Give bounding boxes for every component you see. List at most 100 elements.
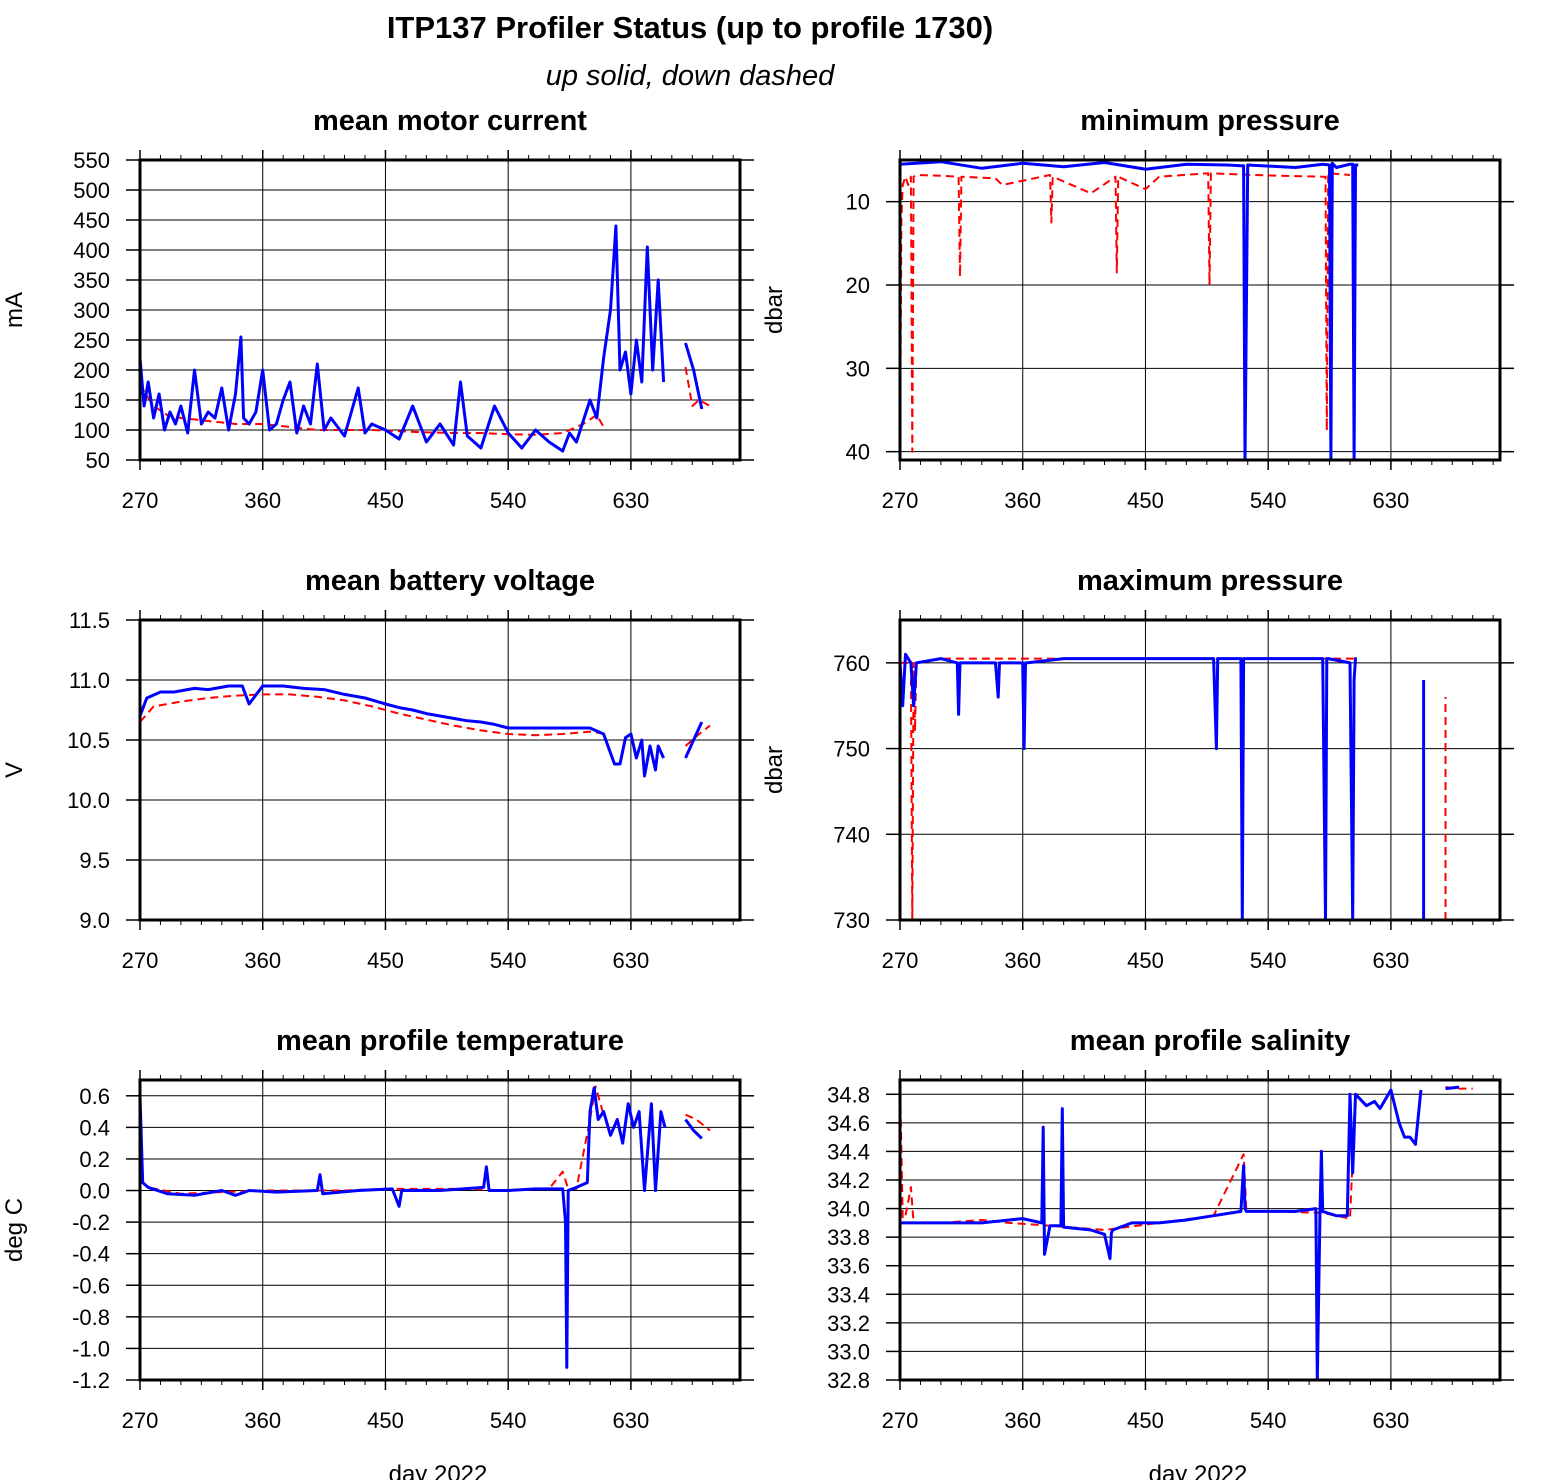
x-tick-label: 450 — [1127, 488, 1164, 513]
y-tick-label: 40 — [846, 440, 870, 465]
chart-panel-5: mean profile temperature 270 360 450 540 630 0… — [1, 1025, 754, 1480]
series-line-up — [684, 1118, 703, 1140]
y-tick-label: -0.2 — [72, 1210, 110, 1235]
y-tick-label: 760 — [833, 651, 870, 676]
x-tick-label: 630 — [613, 948, 650, 973]
x-tick-label: 360 — [1004, 488, 1041, 513]
series-line-up — [684, 721, 704, 759]
x-tick-label: 360 — [1004, 1408, 1041, 1433]
x-tick-label: 270 — [882, 948, 919, 973]
x-tick-label: 540 — [490, 948, 527, 973]
series-line-up — [1445, 1085, 1460, 1091]
y-tick-label: -0.6 — [72, 1273, 110, 1298]
x-tick-label: 630 — [613, 1408, 650, 1433]
x-tick-label: 540 — [490, 1408, 527, 1433]
series-line-down — [685, 1113, 711, 1132]
plot-frame — [898, 618, 1502, 922]
x-tick-label: 450 — [367, 948, 404, 973]
x-tick-label: 450 — [1127, 948, 1164, 973]
panel-title: maximum pressure — [1077, 565, 1343, 597]
y-tick-label: 33.8 — [827, 1225, 870, 1250]
series-line-down — [684, 366, 711, 407]
y-tick-label: 400 — [73, 238, 110, 263]
y-tick-label: 300 — [73, 298, 110, 323]
y-tick-label: 150 — [73, 388, 110, 413]
y-tick-label: 550 — [73, 148, 110, 173]
y-axis-label: mA — [1, 292, 28, 328]
y-axis-label: dbar — [761, 286, 788, 334]
x-tick-label: 270 — [122, 948, 159, 973]
series-line-down — [140, 693, 607, 737]
plot-frame — [138, 618, 742, 922]
x-tick-label: 540 — [1250, 488, 1287, 513]
y-tick-label: 50 — [86, 448, 110, 473]
y-tick-label: 250 — [73, 328, 110, 353]
x-tick-label: 360 — [244, 1408, 281, 1433]
y-tick-label: 0.6 — [79, 1084, 110, 1109]
x-tick-label: 450 — [1127, 1408, 1164, 1433]
panel-title: mean profile temperature — [276, 1025, 624, 1057]
x-tick-label: 360 — [1004, 948, 1041, 973]
y-tick-label: 100 — [73, 418, 110, 443]
chart-panel-1: mean motor current 270 360 450 540 630 50 100 15… — [1, 105, 754, 513]
x-tick-label: 630 — [1373, 948, 1410, 973]
y-tick-label: 33.2 — [827, 1311, 870, 1336]
y-tick-label: 32.8 — [827, 1368, 870, 1393]
y-tick-label: 500 — [73, 178, 110, 203]
y-tick-label: 9.0 — [79, 908, 110, 933]
x-tick-label: 360 — [244, 488, 281, 513]
y-tick-label: 11.0 — [69, 668, 110, 693]
panel-title: mean battery voltage — [305, 565, 595, 597]
y-tick-label: 20 — [846, 273, 870, 298]
y-axis-label: deg C — [1, 1198, 28, 1262]
panel-title: mean profile salinity — [1070, 1025, 1350, 1057]
y-tick-label: -0.4 — [72, 1242, 110, 1267]
y-tick-label: 200 — [73, 358, 110, 383]
chart-panel-6: mean profile salinity 270 360 450 540 630 34.8… — [827, 1025, 1514, 1480]
y-axis-label: V — [1, 762, 28, 778]
series-line-up — [140, 1086, 667, 1369]
y-tick-label: 11.5 — [69, 608, 110, 633]
chart-panel-2: minimum pressure 270 360 450 540 630 10 20 30 40 d… — [761, 105, 1514, 513]
x-tick-label: 270 — [122, 1408, 159, 1433]
y-tick-label: 450 — [73, 208, 110, 233]
x-axis-label: day 2022 — [389, 1461, 488, 1480]
y-tick-label: -1.2 — [72, 1368, 110, 1393]
x-tick-label: 450 — [367, 1408, 404, 1433]
series-line-up — [900, 652, 1357, 920]
chart-panel-3: mean battery voltage 270 360 450 540 630 9.0 9.… — [1, 565, 754, 973]
y-tick-label: 10.5 — [67, 728, 110, 753]
x-tick-label: 360 — [244, 948, 281, 973]
series-line-up — [684, 342, 704, 410]
series-line-down — [900, 1080, 1357, 1231]
panel-title: mean motor current — [313, 105, 587, 137]
y-tick-label: 34.4 — [827, 1139, 870, 1164]
series-line-up — [140, 684, 665, 778]
y-tick-label: 750 — [833, 737, 870, 762]
x-tick-label: 270 — [882, 488, 919, 513]
x-tick-label: 270 — [122, 488, 159, 513]
x-tick-label: 270 — [882, 1408, 919, 1433]
y-tick-label: 33.4 — [827, 1282, 870, 1307]
page-subtitle: up solid, down dashed — [545, 60, 835, 92]
y-tick-label: 10.0 — [67, 788, 110, 813]
plot-frame — [138, 1078, 742, 1382]
y-tick-label: 9.5 — [79, 848, 110, 873]
y-tick-label: 0.2 — [79, 1147, 110, 1172]
y-tick-label: 34.8 — [827, 1082, 870, 1107]
series-line-up — [140, 224, 666, 453]
y-tick-label: 10 — [846, 190, 870, 215]
y-tick-label: 33.0 — [827, 1339, 870, 1364]
page-title: ITP137 Profiler Status (up to profile 17… — [386, 10, 994, 45]
x-tick-label: 630 — [1373, 488, 1410, 513]
series-line-up — [900, 1088, 1423, 1380]
panel-title: minimum pressure — [1080, 105, 1339, 137]
series-line-down — [900, 172, 1351, 460]
y-tick-label: 740 — [833, 822, 870, 847]
x-axis-label: day 2022 — [1149, 1461, 1248, 1480]
y-tick-label: 730 — [833, 908, 870, 933]
x-tick-label: 540 — [1250, 1408, 1287, 1433]
y-axis-label: dbar — [761, 746, 788, 794]
x-tick-label: 450 — [367, 488, 404, 513]
